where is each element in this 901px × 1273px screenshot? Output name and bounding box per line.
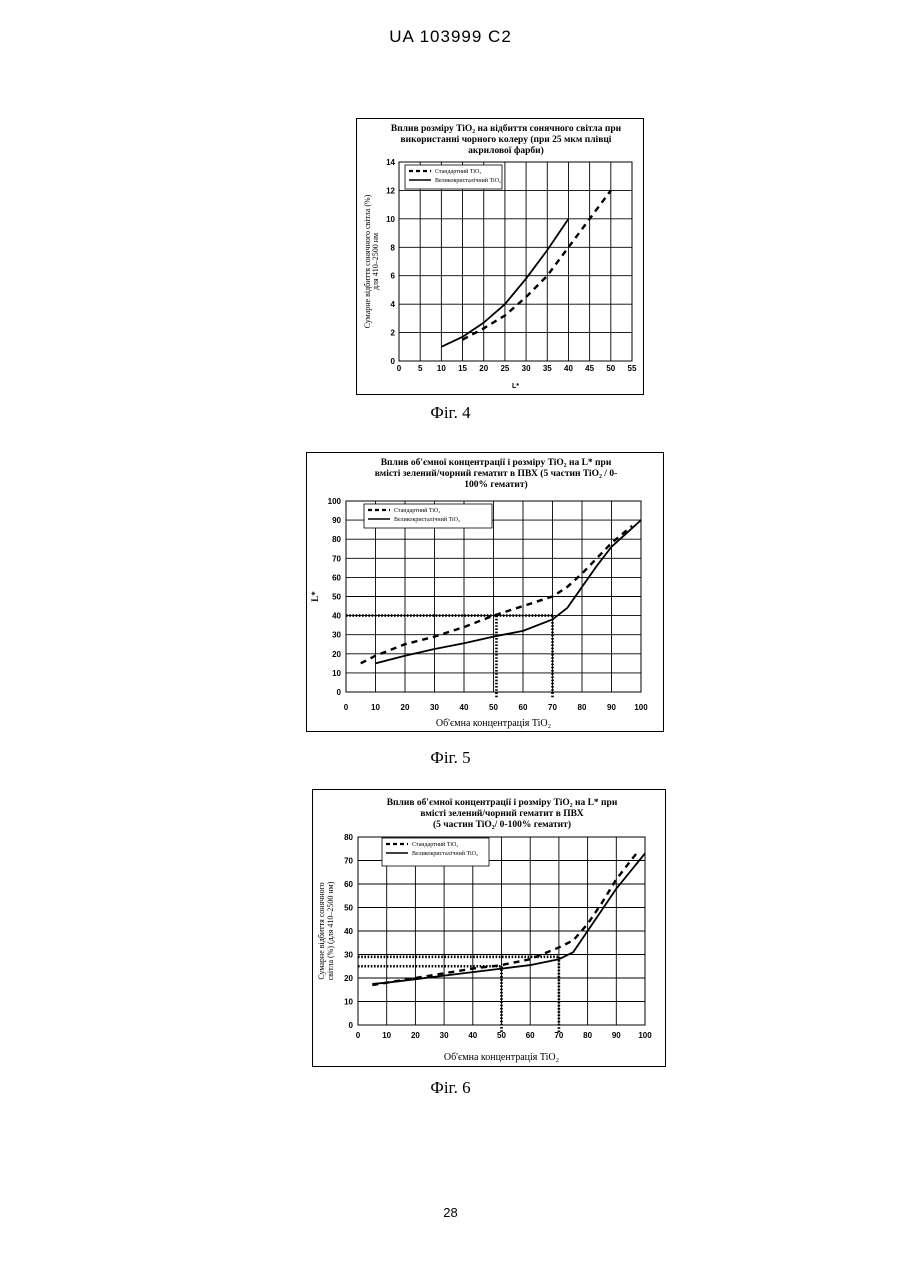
x-tick-label: 70 — [554, 1031, 563, 1040]
y-tick-label: 40 — [344, 927, 353, 936]
y-axis-label-line: L* — [310, 591, 320, 602]
x-tick-label: 10 — [437, 364, 446, 373]
x-tick-label: 20 — [401, 703, 410, 712]
x-axis-label: Об'ємна концентрація TiO₂ — [436, 718, 551, 729]
x-axis-label: Об'ємна концентрація TiO₂ — [444, 1052, 559, 1063]
y-tick-label: 80 — [332, 535, 341, 544]
chart-title-line: вмісті зелений/чорний гематит в ПВХ — [420, 808, 583, 819]
chart-title-line: використанні чорного колеру (при 25 мкм … — [401, 134, 612, 145]
x-tick-label: 100 — [634, 703, 648, 712]
legend: Стандартний TiO₂ Великокристалічний TiO₂ — [382, 838, 489, 866]
x-tick-label: 0 — [356, 1031, 361, 1040]
figure-4-chart: Вплив розміру TiO₂ на відбиття сонячного… — [356, 118, 644, 395]
y-tick-label: 30 — [344, 951, 353, 960]
x-tick-label: 90 — [612, 1031, 621, 1040]
figure-4-caption: Фіг. 4 — [0, 403, 901, 423]
legend-entry-label: Стандартний TiO₂ — [435, 168, 481, 175]
legend-entry-label: Стандартний TiO₂ — [394, 507, 440, 514]
x-axis-label: L* — [512, 383, 519, 390]
y-tick-label: 70 — [332, 554, 341, 563]
x-tick-label: 5 — [418, 364, 423, 373]
y-tick-label: 14 — [386, 158, 395, 167]
y-tick-label: 10 — [386, 215, 395, 224]
y-tick-label: 40 — [332, 612, 341, 621]
figure-5-caption: Фіг. 5 — [0, 748, 901, 768]
y-tick-label: 90 — [332, 516, 341, 525]
x-tick-label: 25 — [500, 364, 509, 373]
x-tick-label: 50 — [497, 1031, 506, 1040]
x-tick-label: 30 — [430, 703, 439, 712]
y-tick-label: 10 — [332, 669, 341, 678]
y-tick-label: 50 — [344, 904, 353, 913]
patent-header: UA 103999 C2 — [0, 27, 901, 47]
x-tick-label: 30 — [440, 1031, 449, 1040]
chart-title-line: акрилової фарби) — [468, 145, 544, 156]
figure-5-chart: Вплив об'ємної концентрації і розміру Ti… — [306, 452, 664, 732]
x-tick-label: 80 — [578, 703, 587, 712]
x-tick-label: 40 — [460, 703, 469, 712]
x-tick-label: 0 — [397, 364, 402, 373]
x-tick-label: 10 — [371, 703, 380, 712]
y-tick-label: 6 — [391, 272, 396, 281]
x-tick-label: 30 — [522, 364, 531, 373]
x-tick-label: 10 — [382, 1031, 391, 1040]
x-tick-label: 35 — [543, 364, 552, 373]
plot-area — [399, 162, 632, 361]
x-tick-label: 0 — [344, 703, 349, 712]
x-tick-label: 20 — [479, 364, 488, 373]
y-tick-label: 20 — [332, 650, 341, 659]
y-axis-label-line: Сумарне відбиття сонячного — [317, 882, 326, 979]
legend: Стандартний TiO₂ Великокристалічний TiO₂ — [405, 165, 502, 189]
y-tick-label: 2 — [391, 329, 396, 338]
x-tick-label: 15 — [458, 364, 467, 373]
x-tick-label: 90 — [607, 703, 616, 712]
page-number: 28 — [0, 1205, 901, 1220]
y-axis-label-line: світла (%) (для 410–2500 нм) — [326, 881, 335, 980]
x-tick-label: 40 — [468, 1031, 477, 1040]
x-tick-label: 45 — [585, 364, 594, 373]
y-tick-label: 0 — [337, 688, 342, 697]
y-tick-label: 10 — [344, 998, 353, 1007]
y-axis-label-line: для 410–2500 нм — [371, 233, 380, 290]
y-tick-label: 0 — [349, 1021, 354, 1030]
chart-title-line: Вплив об'ємної концентрації і розміру Ti… — [387, 797, 618, 808]
y-tick-label: 20 — [344, 974, 353, 983]
x-tick-label: 80 — [583, 1031, 592, 1040]
x-tick-label: 60 — [526, 1031, 535, 1040]
y-tick-label: 30 — [332, 631, 341, 640]
x-tick-label: 20 — [411, 1031, 420, 1040]
y-tick-label: 60 — [344, 880, 353, 889]
y-tick-label: 12 — [386, 186, 395, 195]
legend: Стандартний TiO₂ Великокристалічний TiO₂ — [364, 504, 492, 528]
legend-entry-label: Великокристалічний TiO₂ — [412, 850, 478, 857]
legend-entry-label: Стандартний TiO₂ — [412, 841, 458, 848]
y-tick-label: 100 — [328, 497, 342, 506]
legend-entry-label: Великокристалічний TiO₂ — [394, 516, 460, 523]
chart-title-line: (5 частин TiO₂/ 0-100% гематит) — [433, 819, 571, 830]
x-tick-label: 100 — [638, 1031, 652, 1040]
x-tick-label: 70 — [548, 703, 557, 712]
chart-title-line: Вплив розміру TiO₂ на відбиття сонячного… — [391, 123, 622, 134]
x-tick-label: 50 — [606, 364, 615, 373]
y-tick-label: 4 — [391, 300, 396, 309]
chart-title-line: 100% гематит) — [464, 479, 527, 490]
figure-6-caption: Фіг. 6 — [0, 1078, 901, 1098]
y-tick-label: 0 — [391, 357, 396, 366]
y-tick-label: 60 — [332, 573, 341, 582]
legend-entry-label: Великокристалічний TiO₂ — [435, 177, 501, 184]
y-tick-label: 70 — [344, 857, 353, 866]
x-tick-label: 50 — [489, 703, 498, 712]
x-tick-label: 40 — [564, 364, 573, 373]
y-tick-label: 80 — [344, 833, 353, 842]
figure-6-chart: Вплив об'ємної концентрації і розміру Ti… — [312, 789, 666, 1067]
x-tick-label: 60 — [519, 703, 528, 712]
y-tick-label: 8 — [391, 243, 396, 252]
y-tick-label: 50 — [332, 593, 341, 602]
x-tick-label: 55 — [628, 364, 637, 373]
chart-title-line: вмісті зелений/чорний гематит в ПВХ (5 ч… — [375, 468, 617, 479]
chart-title-line: Вплив об'ємної концентрації і розміру Ti… — [381, 457, 612, 468]
